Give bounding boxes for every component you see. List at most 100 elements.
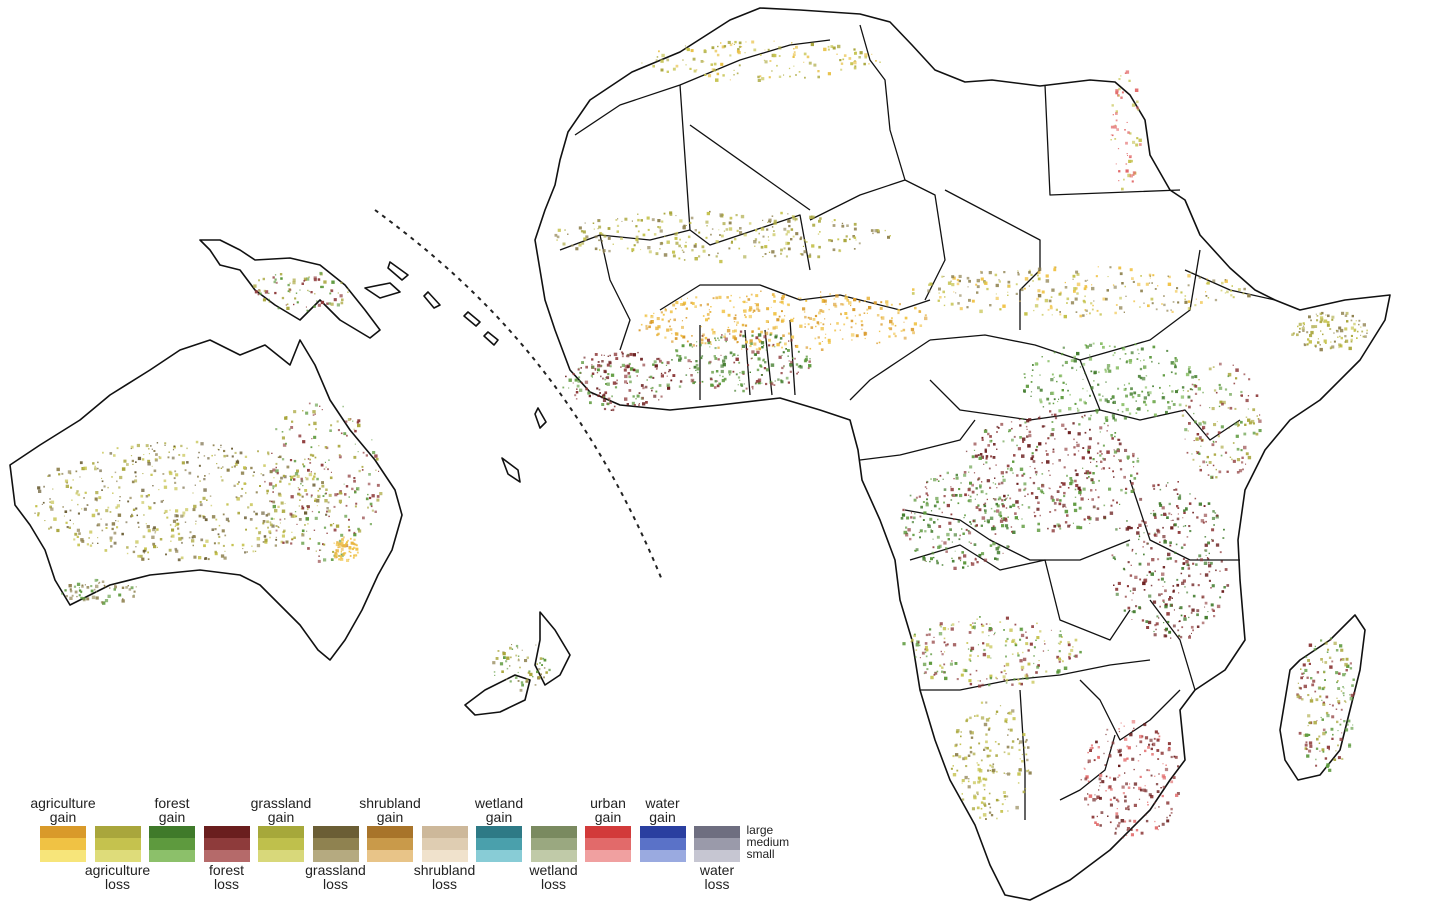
speckle bbox=[1159, 605, 1161, 608]
speckle bbox=[1097, 371, 1100, 374]
speckle bbox=[272, 504, 276, 509]
speckle bbox=[1218, 386, 1223, 390]
speckle bbox=[967, 648, 970, 650]
speckle bbox=[1344, 327, 1348, 331]
speckle bbox=[950, 487, 954, 492]
speckle bbox=[114, 584, 116, 586]
speckle bbox=[965, 765, 968, 768]
speckle bbox=[244, 551, 247, 554]
speckle bbox=[804, 358, 808, 362]
speckle bbox=[923, 511, 927, 515]
speckle bbox=[1350, 334, 1353, 337]
speckle bbox=[1127, 746, 1131, 750]
speckle bbox=[213, 542, 216, 545]
speckle bbox=[749, 342, 751, 344]
speckle bbox=[154, 458, 158, 462]
speckle bbox=[100, 601, 104, 604]
speckle bbox=[621, 355, 624, 358]
speckle bbox=[333, 528, 337, 532]
speckle bbox=[1207, 474, 1210, 476]
speckle bbox=[300, 508, 303, 510]
speckle bbox=[789, 363, 793, 367]
speckle bbox=[1075, 473, 1079, 477]
speckle bbox=[585, 235, 589, 239]
speckle bbox=[633, 404, 636, 407]
speckle bbox=[1329, 328, 1332, 330]
speckle bbox=[1105, 297, 1108, 301]
speckle bbox=[990, 455, 993, 458]
speckle bbox=[1182, 579, 1186, 583]
legend-swatch-band bbox=[367, 826, 413, 838]
speckle bbox=[1118, 748, 1122, 753]
speckle bbox=[1236, 471, 1240, 474]
speckle bbox=[267, 526, 269, 529]
speckle bbox=[733, 43, 735, 45]
speckle bbox=[1335, 329, 1337, 331]
speckle bbox=[115, 520, 117, 522]
speckle bbox=[351, 487, 354, 491]
speckle bbox=[1096, 823, 1099, 826]
speckle bbox=[1156, 749, 1160, 752]
speckle bbox=[310, 446, 313, 449]
speckle bbox=[97, 512, 100, 516]
speckle bbox=[509, 646, 512, 650]
speckle bbox=[1186, 451, 1189, 454]
speckle bbox=[137, 554, 140, 558]
speckle bbox=[651, 218, 655, 222]
speckle bbox=[767, 236, 769, 238]
speckle bbox=[918, 531, 920, 533]
speckle bbox=[637, 213, 639, 215]
speckle bbox=[312, 414, 315, 416]
speckle bbox=[832, 248, 836, 252]
speckle bbox=[889, 235, 891, 237]
speckle bbox=[779, 301, 781, 303]
speckle bbox=[1114, 832, 1117, 835]
speckle bbox=[338, 539, 342, 543]
speckle bbox=[1069, 524, 1071, 526]
speckle bbox=[853, 248, 856, 250]
speckle bbox=[912, 533, 915, 537]
new-zealand-north-island bbox=[534, 611, 571, 686]
speckle bbox=[323, 543, 326, 546]
speckle bbox=[985, 733, 988, 736]
speckle bbox=[1159, 387, 1161, 389]
speckle bbox=[1200, 301, 1203, 304]
speckle bbox=[300, 483, 302, 485]
speckle bbox=[728, 370, 732, 374]
speckle bbox=[192, 544, 194, 547]
speckle bbox=[1030, 391, 1033, 393]
speckle bbox=[1154, 532, 1156, 534]
speckle bbox=[1079, 398, 1082, 402]
speckle bbox=[784, 315, 786, 317]
speckle bbox=[1307, 694, 1310, 697]
speckle bbox=[768, 338, 771, 342]
speckle bbox=[1089, 354, 1091, 356]
speckle bbox=[725, 228, 729, 231]
speckle bbox=[1000, 810, 1004, 813]
speckle bbox=[572, 373, 575, 376]
speckle bbox=[1331, 737, 1334, 740]
speckle bbox=[981, 552, 985, 556]
speckle bbox=[756, 368, 760, 372]
speckle bbox=[1086, 477, 1089, 480]
speckle bbox=[1037, 386, 1040, 390]
speckle bbox=[944, 651, 946, 653]
speckle bbox=[737, 48, 740, 51]
speckle bbox=[1009, 728, 1013, 732]
speckle bbox=[984, 448, 987, 451]
speckle bbox=[303, 465, 306, 468]
speckle bbox=[763, 344, 765, 347]
speckle bbox=[290, 542, 293, 545]
speckle bbox=[1056, 380, 1058, 383]
speckle bbox=[1097, 756, 1100, 759]
speckle bbox=[755, 303, 759, 307]
speckle bbox=[785, 241, 789, 246]
speckle bbox=[636, 241, 639, 244]
speckle bbox=[1131, 180, 1134, 183]
speckle bbox=[1313, 720, 1317, 725]
speckle bbox=[1340, 718, 1342, 720]
speckle bbox=[626, 354, 630, 358]
speckle bbox=[933, 636, 935, 638]
speckle bbox=[1128, 159, 1132, 163]
speckle bbox=[125, 586, 128, 589]
